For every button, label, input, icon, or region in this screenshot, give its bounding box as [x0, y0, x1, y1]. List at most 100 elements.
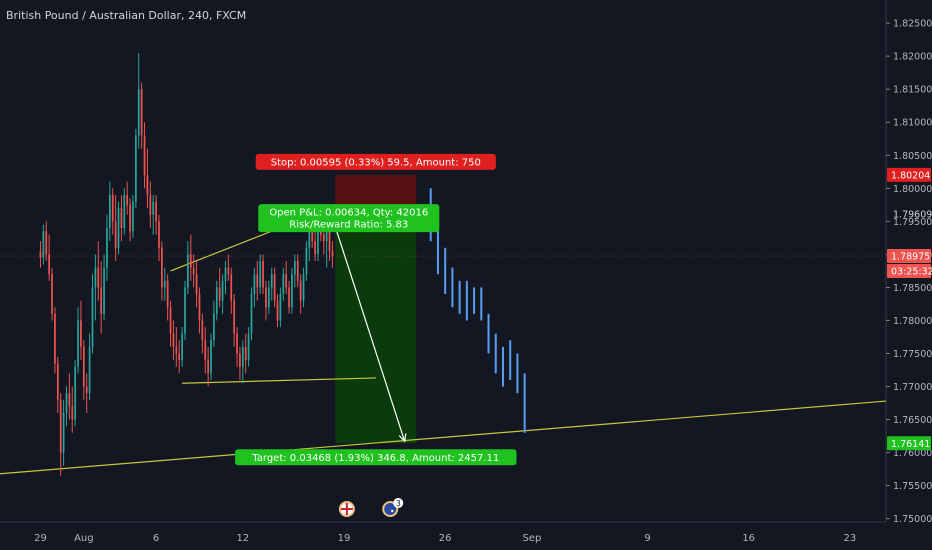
price-tick-label: 1.76500: [893, 415, 932, 426]
trendline-3[interactable]: [0, 400, 887, 475]
price-tick-label: 1.77000: [893, 382, 932, 393]
candle-body: [256, 274, 259, 288]
candle-body: [296, 261, 299, 281]
candle-body: [288, 287, 290, 308]
candle-body: [227, 267, 230, 275]
time-axis[interactable]: 29 Aug 6 12 19 26 Sep 9 16 23: [34, 533, 856, 544]
candle-body: [77, 320, 79, 367]
candle-body: [100, 287, 103, 314]
candle-body: [221, 280, 224, 301]
candle-body: [140, 89, 143, 136]
candle-body: [207, 360, 209, 374]
position-zones: [335, 174, 417, 444]
candle-body: [285, 274, 288, 288]
candle-body: [88, 346, 91, 394]
candle-body: [267, 287, 270, 308]
price-tick-label: 1.75000: [893, 514, 932, 525]
candle-body: [204, 340, 207, 361]
candle-body: [325, 227, 328, 242]
candle-body: [265, 287, 267, 308]
candle-body: [308, 227, 311, 248]
trendline-2[interactable]: [182, 377, 376, 384]
economic-events[interactable]: 3: [338, 498, 404, 517]
candle-body: [152, 201, 155, 215]
price-tick-label: 1.82000: [893, 52, 932, 63]
candle-body: [39, 251, 42, 258]
candle-body: [250, 294, 253, 334]
candle-body: [120, 208, 123, 228]
candle-body: [71, 406, 74, 420]
candle-body: [123, 194, 126, 228]
stop-price-badge-bg: [887, 167, 931, 182]
stop-label-bg: [255, 153, 496, 170]
time-tick-label: 29: [34, 533, 47, 544]
candle-body: [85, 386, 88, 394]
target-price-badge-bg: [887, 436, 931, 451]
pnl-label-text: Risk/Reward Ratio: 5.83: [289, 220, 408, 231]
candle-body: [311, 227, 314, 242]
candle-body: [224, 267, 227, 281]
candle-body: [161, 247, 163, 288]
candle-body: [213, 313, 215, 341]
candle-body: [233, 300, 236, 334]
candle-body: [195, 274, 198, 295]
candle-body: [146, 175, 149, 195]
candle-body: [56, 363, 59, 400]
price-tick-label: 1.80000: [893, 184, 932, 195]
candle-body: [210, 340, 212, 374]
price-tick-label: 1.76000: [893, 448, 932, 459]
event-marker[interactable]: [338, 501, 355, 517]
candle-body: [80, 320, 82, 347]
target-label-bg: [235, 449, 517, 466]
stop-label-text: Stop: 0.00595 (0.33%) 59.5, Amount: 750: [271, 157, 481, 168]
candle-body: [322, 234, 325, 242]
event-count: 3: [396, 499, 401, 508]
target-price-badge-text: 1.76141: [891, 439, 930, 450]
candle-body: [111, 194, 114, 222]
event-marker[interactable]: 3: [382, 498, 404, 517]
time-tick-label: 6: [153, 533, 159, 544]
countdown-badge-text: 03:25:32: [891, 267, 932, 278]
candle-body: [149, 194, 152, 215]
candle-body: [166, 280, 169, 308]
candle-body: [192, 267, 195, 275]
event-count-badge: [393, 498, 404, 508]
last-price-badge-bg: [887, 249, 931, 264]
arrow-head-icon: [398, 433, 407, 443]
price-axis[interactable]: 1.82500 1.82000 1.81500 1.81000 1.80500 1.800…: [0, 19, 932, 526]
price-tick-label: 1.79500: [893, 217, 932, 228]
candle-body: [244, 346, 247, 361]
candle-body: [169, 307, 172, 334]
price-tick-label: 1.75500: [893, 481, 932, 492]
price-tick-label: 1.77500: [893, 349, 932, 360]
candle-body: [108, 194, 111, 228]
candle-body: [175, 346, 178, 354]
candle-body: [132, 201, 134, 232]
position-labels: Stop: 0.00595 (0.33%) 59.5, Amount: 750 O…: [235, 153, 517, 466]
target-label: Target: 0.03468 (1.93%) 346.8, Amount: 2…: [235, 449, 517, 466]
last-price-badge-text: 1.78975: [891, 252, 930, 263]
candle-body: [158, 221, 160, 248]
time-tick-label: Sep: [522, 533, 541, 544]
candle-body: [181, 333, 183, 361]
candle-body: [172, 333, 175, 347]
candle-body: [51, 274, 53, 314]
candle-body: [65, 393, 68, 413]
candle-body: [74, 366, 77, 420]
price-tick-label: 1.78500: [893, 283, 932, 294]
candle-body: [129, 204, 131, 232]
candle-body: [45, 231, 48, 255]
target-label-text: Target: 0.03468 (1.93%) 346.8, Amount: 2…: [251, 453, 499, 464]
target-zone: [335, 214, 417, 444]
au-flag-icon: [384, 503, 397, 515]
candle-body: [143, 135, 146, 176]
candle-body: [201, 320, 204, 341]
candle-body: [291, 274, 293, 308]
time-tick-label: 23: [843, 533, 856, 544]
countdown-badge-bg: [887, 264, 931, 279]
candle-body: [247, 333, 250, 361]
candle-body: [236, 333, 238, 354]
candle-body: [317, 221, 319, 255]
